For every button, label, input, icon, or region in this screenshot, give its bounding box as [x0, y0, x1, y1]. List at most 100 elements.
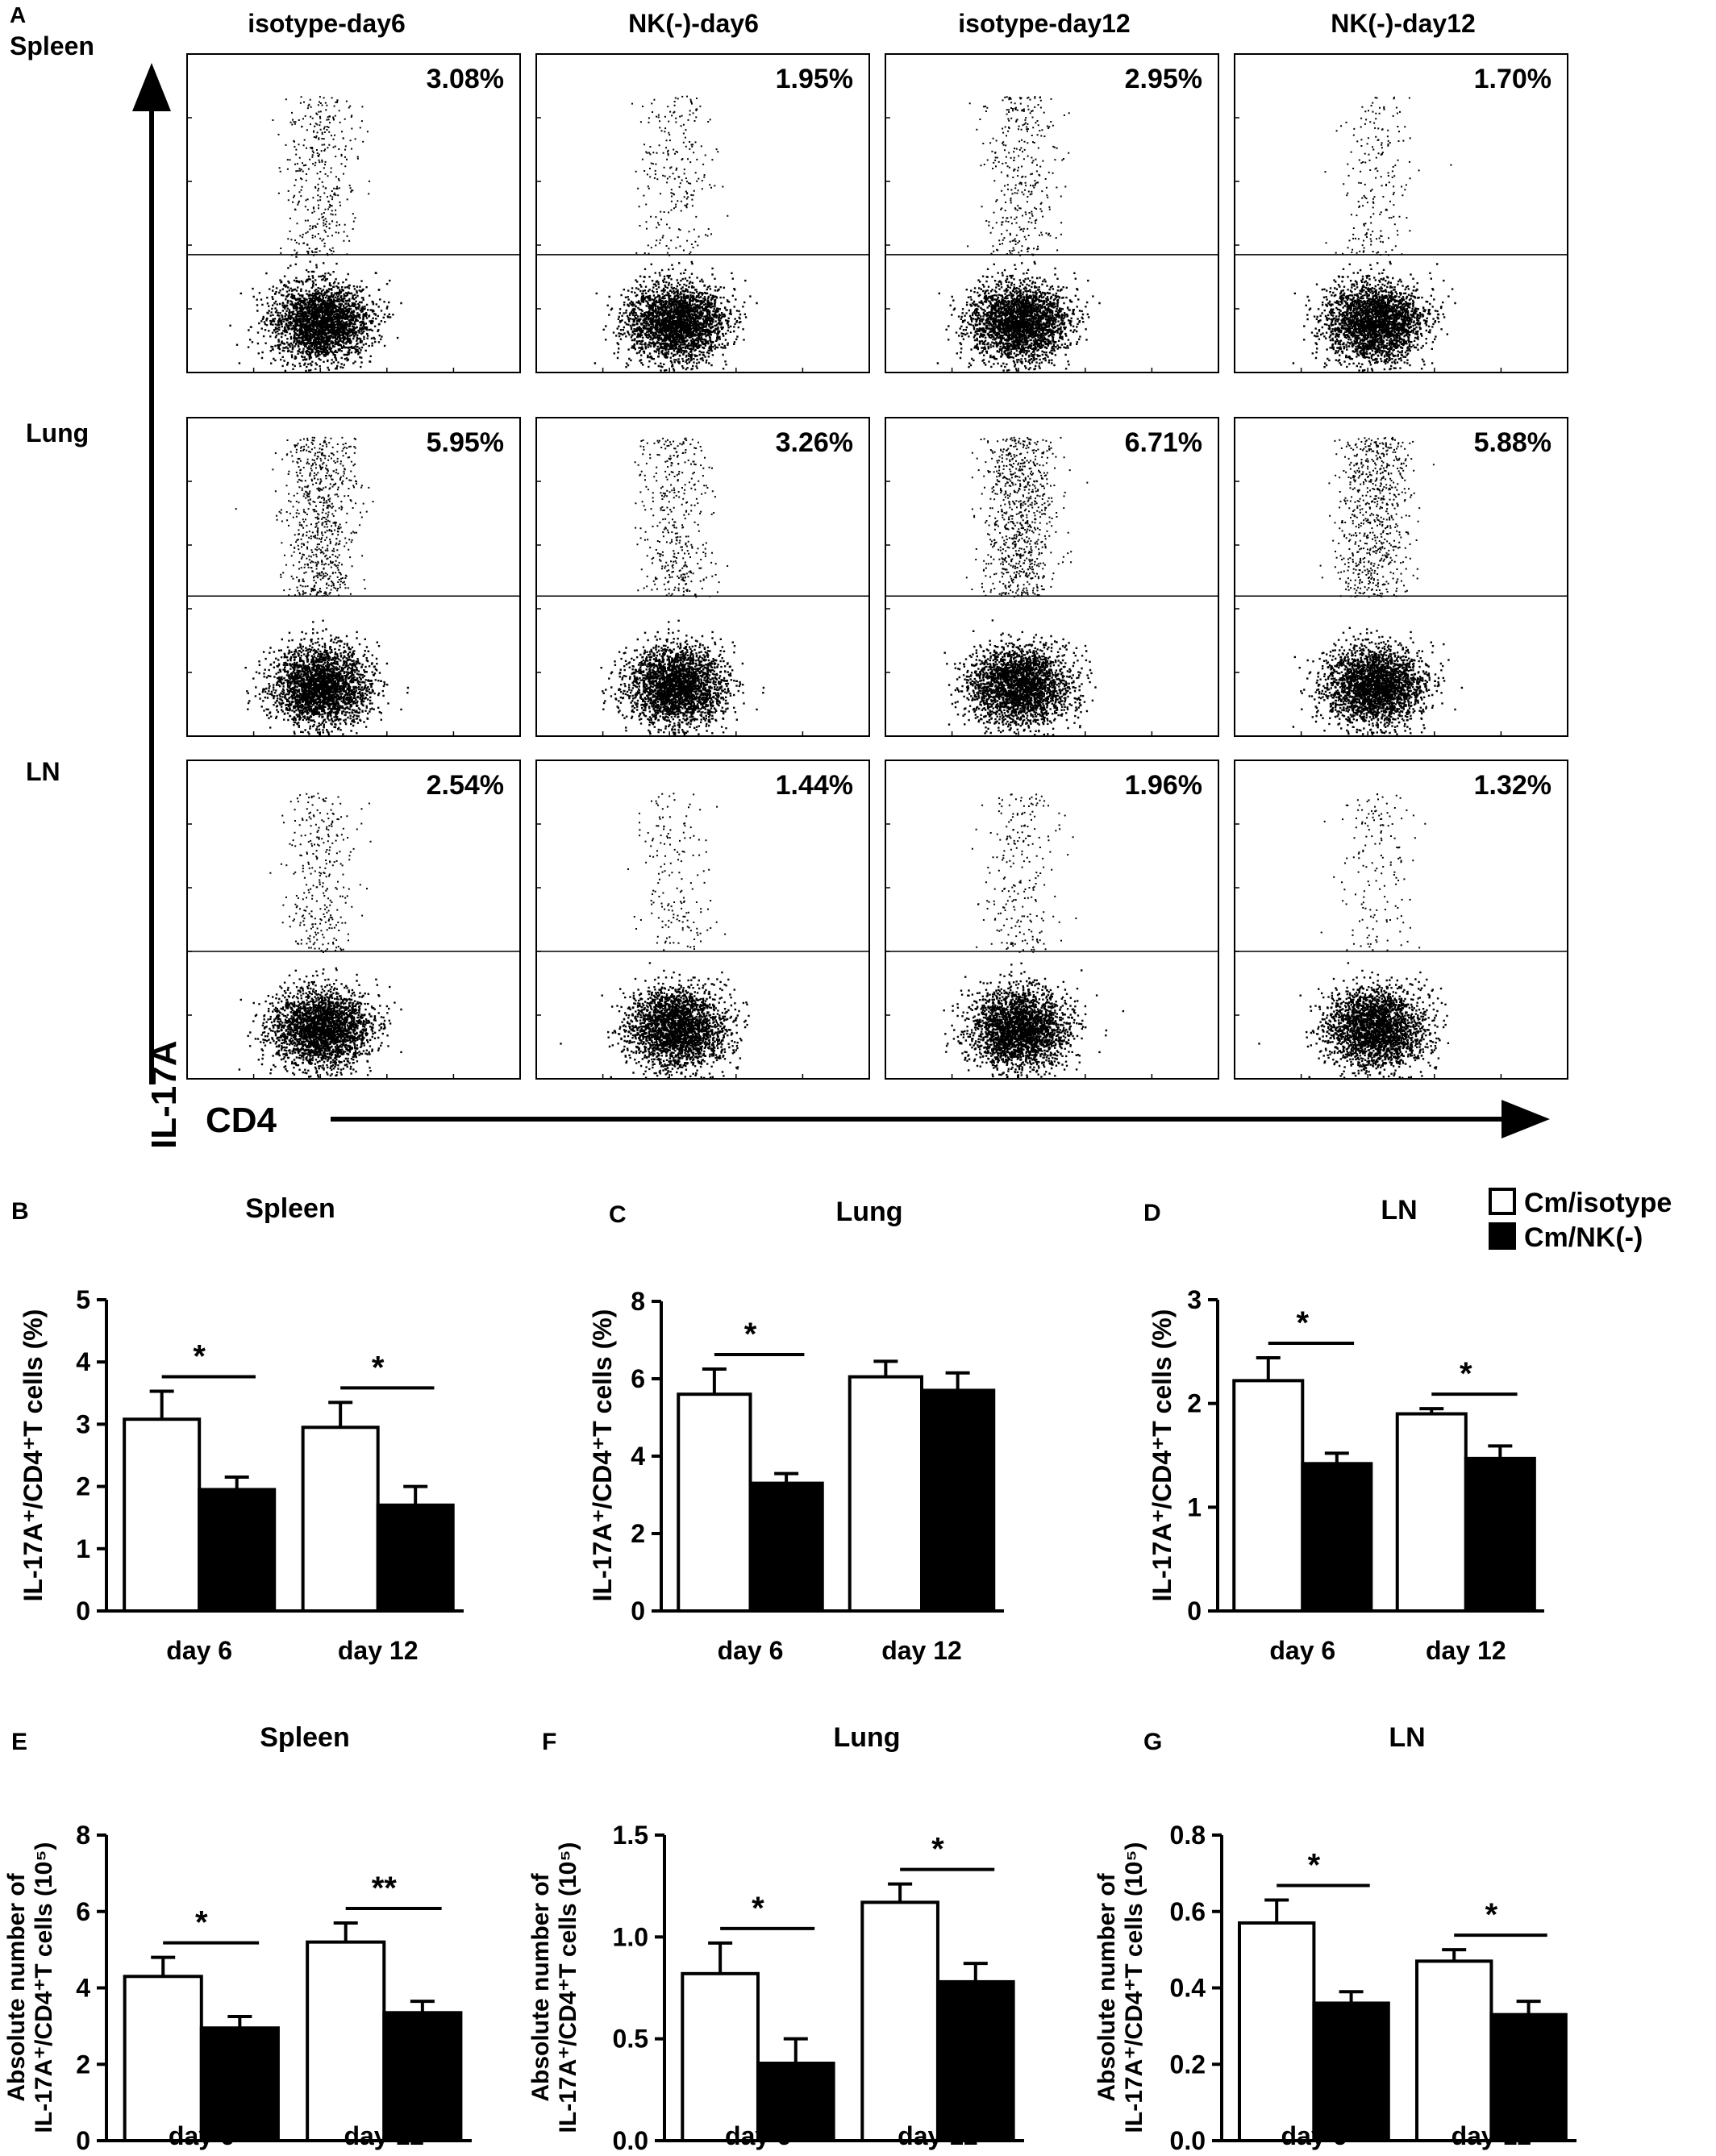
flow-plot: 2.54%	[186, 760, 521, 1080]
y-tick-label: 0	[76, 2126, 90, 2155]
panel-letter: D	[1143, 1200, 1161, 1226]
category-label: day 6	[166, 1636, 232, 1665]
flow-plot: 5.95%	[186, 417, 521, 737]
bar	[1395, 1412, 1468, 1613]
percent-label: 3.08%	[427, 64, 504, 94]
significance-mark: *	[372, 1350, 385, 1385]
legend-label: Cm/isotype	[1524, 1188, 1672, 1218]
significance-mark: *	[193, 1338, 206, 1374]
category-label: day 12	[344, 2121, 424, 2150]
y-tick-label: 1.0	[613, 1922, 648, 1951]
event-dots	[235, 436, 410, 736]
y-tick-label: 2	[76, 1472, 90, 1501]
category-label: day 12	[881, 1636, 962, 1665]
flow-plot-grid: 3.08% 1.95% 2.95% 1.70% 5.95% 3.26% 6.71% 5.88%…	[186, 53, 1568, 1080]
y-tick-label: 2	[1187, 1389, 1202, 1418]
event-dots	[1258, 793, 1450, 1080]
bar	[756, 2061, 835, 2142]
percent-label: 5.95%	[427, 427, 504, 458]
y-tick-label: 0	[631, 1596, 645, 1625]
significance-mark: **	[372, 1871, 398, 1906]
flow-plot: 1.70%	[1234, 53, 1568, 373]
y-axis-label: Absolute number ofIL-17A⁺/CD4⁺T cells (1…	[3, 1842, 57, 2133]
chart-title: Spleen	[245, 1193, 335, 1224]
percent-label: 3.26%	[776, 427, 853, 458]
event-dots	[560, 793, 750, 1080]
y-tick-label: 4	[76, 1347, 90, 1376]
category-label: day 12	[1452, 2121, 1532, 2150]
y-tick-label: 0	[1187, 1596, 1202, 1625]
percent-label: 2.95%	[1125, 64, 1202, 94]
category-label: day 6	[718, 1636, 784, 1665]
flow-plot: 1.96%	[885, 760, 1219, 1080]
bar	[1415, 1959, 1493, 2142]
bar-chart-g: G LN 0.0 0.2 0.4 0.6 0.8 Absolute number ofIL-1…	[1093, 1722, 1576, 2155]
bar-chart-f: F Lung 0.0 0.5 1.0 1.5 Absolute number ofIL-17…	[527, 1722, 1024, 2155]
y-tick-label: 2	[76, 2050, 90, 2079]
y-tick-label: 0	[76, 1596, 90, 1625]
panel-letter: C	[609, 1201, 627, 1228]
column-title: NK(-)-day12	[1331, 9, 1476, 38]
column-titles: isotype-day6 NK(-)-day6 isotype-day12 NK…	[248, 9, 1476, 38]
bar	[860, 1900, 939, 2142]
bar	[1464, 1456, 1536, 1613]
flow-plot: 3.26%	[535, 417, 870, 737]
y-axis-label: IL-17A⁺/CD4⁺T cells (%)	[588, 1309, 617, 1602]
category-label: day 6	[1281, 2121, 1347, 2150]
event-dots	[936, 96, 1101, 372]
chart-title: Lung	[835, 1197, 902, 1227]
category-label: day 12	[338, 1636, 419, 1665]
percent-label: 5.88%	[1474, 427, 1551, 458]
y-tick-label: 0.6	[1170, 1897, 1206, 1926]
percent-label: 1.32%	[1474, 770, 1551, 801]
percent-label: 1.44%	[776, 770, 853, 801]
event-dots	[1292, 96, 1456, 373]
plot-frame	[885, 760, 1219, 1080]
legend-swatch-open	[1489, 1188, 1516, 1215]
significance-mark: *	[1485, 1897, 1498, 1933]
y-tick-label: 1	[76, 1534, 90, 1563]
y-tick-label: 8	[631, 1287, 645, 1316]
bar	[681, 1971, 760, 2142]
y-tick-label: 0.5	[613, 2025, 648, 2054]
column-title: isotype-day12	[958, 9, 1130, 38]
y-tick-label: 6	[631, 1364, 645, 1393]
percent-label: 1.70%	[1474, 64, 1551, 94]
event-dots	[943, 793, 1125, 1080]
y-tick-label: 3	[1187, 1285, 1202, 1314]
bar	[848, 1375, 923, 1613]
flow-plot: 6.71%	[885, 417, 1219, 737]
event-dots	[600, 437, 765, 736]
event-dots	[229, 96, 402, 373]
significance-mark: *	[195, 1905, 208, 1941]
significance-mark: *	[1297, 1305, 1310, 1341]
panel-letter: B	[11, 1198, 29, 1225]
row-label: Lung	[26, 418, 89, 447]
bar	[1489, 2012, 1568, 2143]
bar	[1312, 2001, 1390, 2142]
y-tick-label: 4	[631, 1442, 645, 1471]
bar	[920, 1388, 996, 1613]
chart-title: Spleen	[260, 1722, 349, 1753]
bar	[1238, 1921, 1316, 2142]
panel-letter: G	[1143, 1729, 1162, 1755]
percent-label: 6.71%	[1125, 427, 1202, 458]
y-tick-label: 0.2	[1170, 2050, 1206, 2079]
significance-mark: *	[744, 1317, 757, 1352]
legend-label: Cm/NK(-)	[1524, 1222, 1643, 1253]
y-tick-label: 8	[76, 1821, 90, 1850]
event-dots	[943, 436, 1097, 736]
event-dots	[594, 95, 758, 372]
y-tick-label: 0.0	[613, 2126, 648, 2155]
bar	[1232, 1379, 1305, 1613]
flow-plot: 1.32%	[1234, 760, 1568, 1080]
flow-plot: 1.95%	[535, 53, 870, 373]
bar	[198, 1488, 277, 1613]
bar	[306, 1940, 386, 2142]
chart-title: Lung	[833, 1722, 900, 1753]
category-label: day 12	[1426, 1636, 1506, 1665]
panel-letter: F	[542, 1729, 556, 1755]
y-tick-label: 1	[1187, 1492, 1202, 1521]
y-tick-label: 0.0	[1170, 2126, 1206, 2155]
